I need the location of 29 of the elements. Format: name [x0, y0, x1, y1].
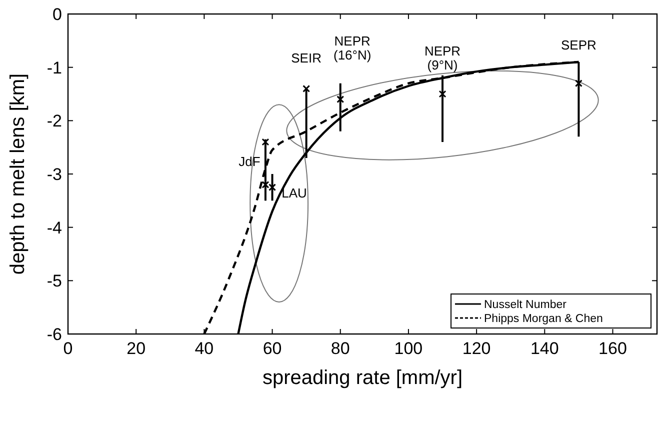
x-axis-title: spreading rate [mm/yr] — [262, 367, 463, 389]
y-tick-label: -5 — [46, 272, 62, 291]
x-tick-label: 160 — [598, 339, 627, 358]
y-tick-label: -6 — [46, 325, 62, 344]
point — [336, 96, 344, 104]
annotation: NEPR (16°N) — [334, 33, 372, 62]
x-tick-label: 120 — [462, 339, 491, 358]
x-tick-label: 20 — [126, 339, 146, 358]
legend-label: Phipps Morgan & Chen — [484, 313, 603, 325]
y-tick-label: -3 — [46, 165, 62, 184]
point — [302, 84, 310, 92]
annotation: SEIR — [291, 50, 322, 66]
y-tick-label: -4 — [46, 218, 62, 238]
y-axis-title: depth to melt lens [km] — [7, 73, 29, 275]
x-tick-label: 60 — [262, 339, 282, 358]
y-tick-label: -1 — [46, 58, 62, 78]
y-tick-label: -2 — [46, 112, 62, 131]
x-tick-label: 40 — [194, 339, 214, 358]
x-tick-label: 140 — [530, 339, 559, 358]
point — [574, 80, 582, 88]
annotation: SEPR — [560, 37, 596, 52]
annotation: JdF — [238, 154, 260, 169]
annotation: NEPR (9°N) — [424, 43, 461, 72]
x-tick-label: 80 — [330, 339, 350, 358]
point — [438, 90, 446, 98]
annotation: LAU — [282, 185, 307, 200]
legend-label: Nusselt Number — [484, 299, 567, 311]
x-tick-label: 100 — [394, 339, 423, 358]
y-tick-label: 0 — [52, 5, 62, 24]
